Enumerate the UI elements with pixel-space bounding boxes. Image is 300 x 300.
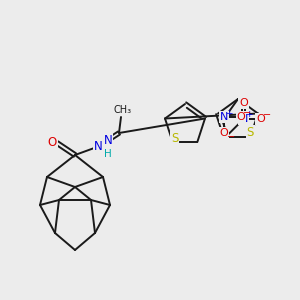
Text: N: N — [220, 112, 228, 122]
Text: O: O — [220, 128, 228, 138]
Text: −: − — [227, 132, 235, 142]
Text: O: O — [237, 112, 245, 122]
Text: H: H — [104, 149, 112, 159]
Text: CH₃: CH₃ — [114, 105, 132, 115]
Text: +: + — [225, 109, 233, 118]
Text: N: N — [94, 140, 102, 152]
Text: O: O — [47, 136, 57, 148]
Text: +: + — [245, 110, 252, 119]
Text: O: O — [256, 114, 265, 124]
Text: −: − — [243, 108, 251, 118]
Text: N: N — [103, 134, 112, 146]
Text: N: N — [239, 114, 248, 124]
Text: S: S — [171, 133, 178, 146]
Text: O: O — [239, 98, 248, 108]
Text: S: S — [247, 127, 254, 140]
Text: −: − — [262, 110, 271, 120]
